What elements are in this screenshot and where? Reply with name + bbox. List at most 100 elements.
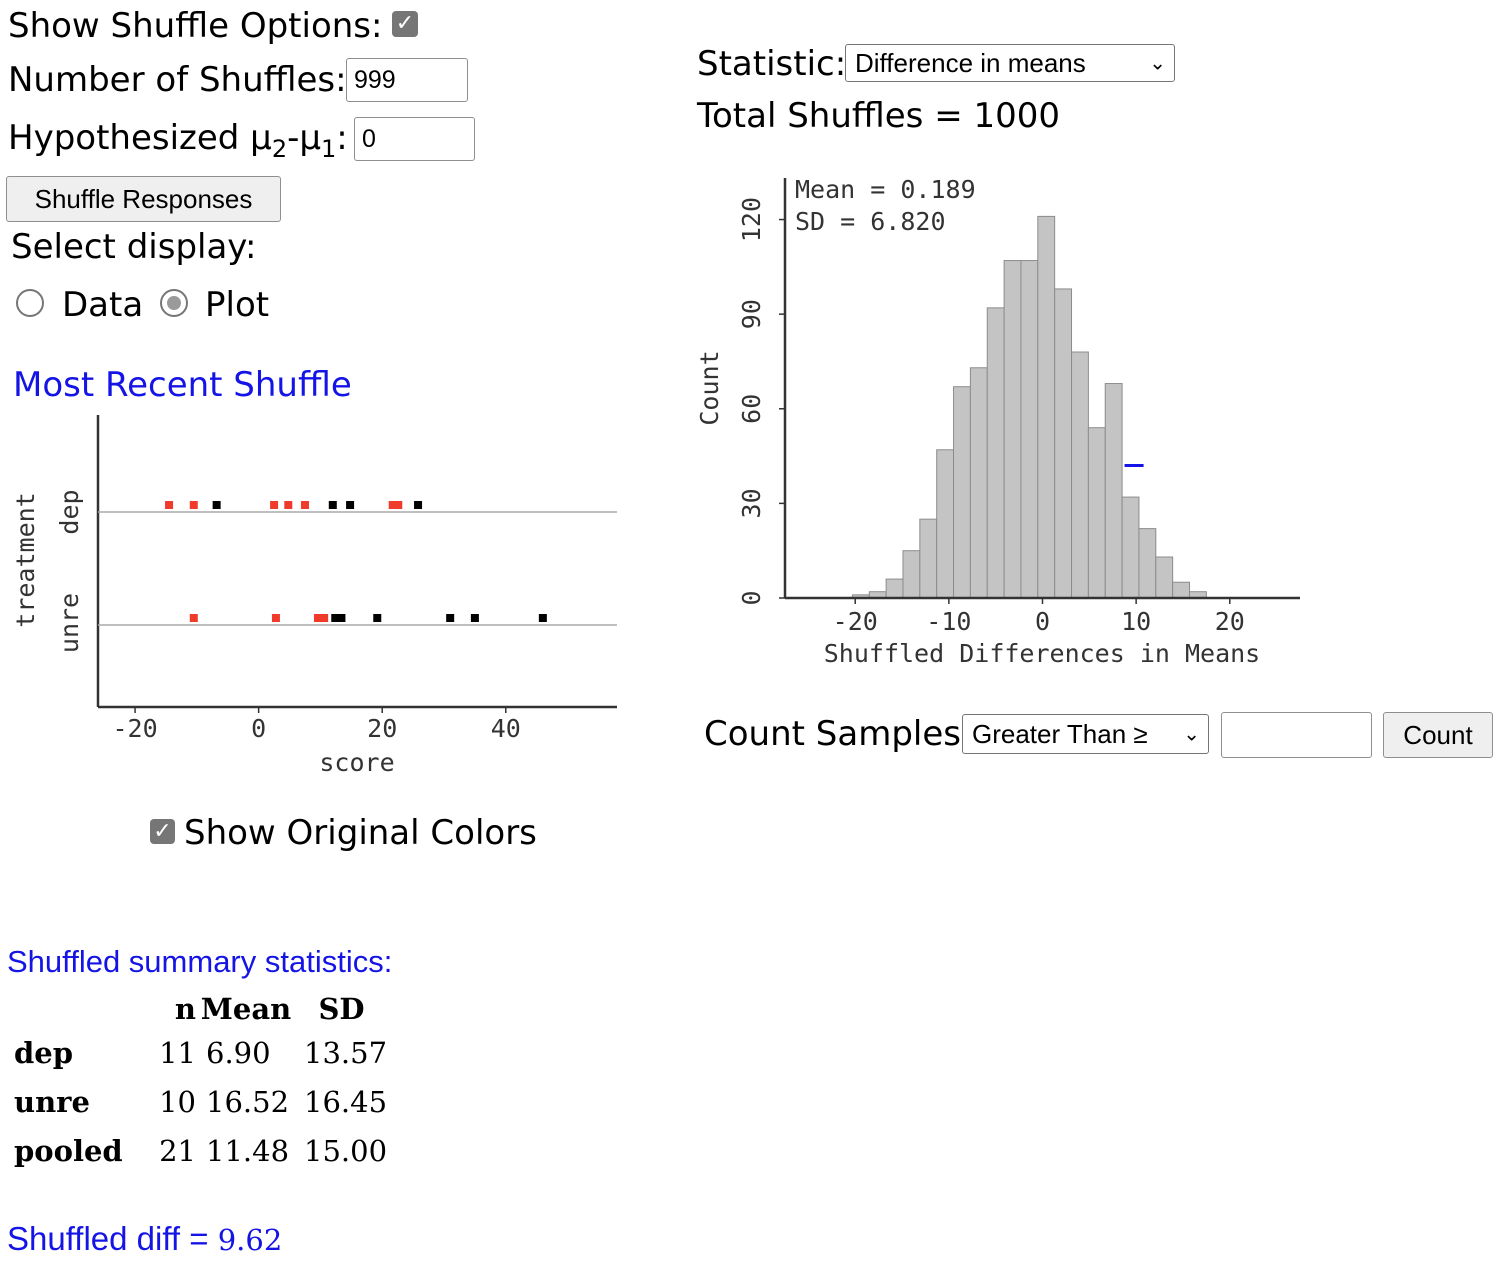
chevron-down-icon: ⌄ bbox=[1149, 52, 1166, 75]
histogram-bar bbox=[1020, 260, 1039, 599]
recent-shuffle-dotplot: -20 0 20 40 score treatment dep unre bbox=[11, 415, 617, 777]
histogram-y-axis-label: Count bbox=[695, 350, 724, 425]
dotplot-point bbox=[189, 614, 198, 622]
shuffled-diff: Shuffled diff = 9.62 bbox=[7, 1220, 282, 1258]
dotplot-point bbox=[394, 501, 403, 509]
histogram-x-tick-label: 0 bbox=[1035, 607, 1050, 636]
statistic-select[interactable]: Difference in means ⌄ bbox=[845, 44, 1175, 82]
dotplot-point bbox=[337, 614, 346, 622]
dotplot-point bbox=[346, 501, 355, 509]
histogram-bar bbox=[1003, 260, 1022, 599]
num-shuffles-label: Number of Shuffles: bbox=[8, 60, 347, 100]
dotplot-point bbox=[270, 501, 279, 509]
histogram-x-tick-label: -20 bbox=[833, 607, 878, 636]
radio-data-label: Data bbox=[62, 285, 144, 325]
row-group: unre bbox=[14, 1084, 90, 1119]
row-mean: 6.90 bbox=[206, 1035, 271, 1070]
histogram-y-ticks: 0 30 60 90 120 bbox=[737, 197, 785, 606]
histogram-bar bbox=[885, 578, 904, 599]
count-button[interactable]: Count bbox=[1383, 712, 1493, 758]
row-mean: 16.52 bbox=[206, 1084, 290, 1119]
statistic-select-value: Difference in means bbox=[855, 47, 1086, 78]
summary-header-n: n bbox=[174, 992, 196, 1026]
histogram-x-tick-label: 20 bbox=[1215, 607, 1245, 636]
histogram-bar bbox=[1172, 581, 1191, 599]
histogram-y-tick-label: 90 bbox=[737, 299, 766, 329]
dotplot-x-axis-label: score bbox=[319, 748, 394, 777]
histogram-mean-annotation: Mean = 0.189 bbox=[795, 175, 976, 204]
histogram-bar bbox=[1071, 351, 1089, 599]
dotplot-point bbox=[284, 501, 293, 509]
histogram-bar bbox=[902, 550, 921, 599]
dotplot-point bbox=[165, 501, 174, 509]
dotplot-point bbox=[388, 501, 397, 509]
count-mode-select[interactable]: Greater Than ≥ ⌄ bbox=[962, 714, 1209, 754]
radio-data[interactable] bbox=[16, 289, 44, 317]
radio-plot[interactable] bbox=[160, 289, 188, 317]
num-shuffles-input[interactable] bbox=[346, 58, 468, 102]
dotplot-point bbox=[446, 614, 455, 622]
shuffle-responses-button[interactable]: Shuffle Responses bbox=[6, 176, 281, 222]
row-n: 10 bbox=[159, 1084, 196, 1119]
dotplot-category-unre: unre bbox=[55, 593, 84, 653]
count-threshold-input[interactable] bbox=[1221, 712, 1372, 758]
show-shuffle-options-label: Show Shuffle Options: bbox=[8, 6, 383, 46]
dotplot-y-axis-label: treatment bbox=[11, 492, 40, 627]
histogram-bar bbox=[1121, 496, 1140, 599]
dotplot-x-ticks: -20 0 20 40 bbox=[112, 707, 521, 743]
hypothesized-input[interactable] bbox=[354, 117, 475, 161]
summary-table: n Mean SD dep 11 6.90 13.57 unre 10 16.5… bbox=[14, 990, 387, 1175]
dotplot-axes bbox=[96, 415, 617, 709]
dotplot-point bbox=[373, 614, 382, 622]
row-group: pooled bbox=[14, 1133, 123, 1168]
dotplot-point bbox=[414, 501, 423, 509]
shuffled-diff-value: 9.62 bbox=[217, 1223, 283, 1257]
dotplot-point bbox=[331, 614, 340, 622]
dotplot-x-tick-label: 20 bbox=[367, 714, 397, 743]
histogram-bar bbox=[1104, 383, 1123, 599]
table-row: dep 11 6.90 13.57 bbox=[14, 1028, 387, 1077]
radio-plot-label: Plot bbox=[205, 285, 270, 325]
dotplot-point bbox=[470, 614, 479, 622]
shuffled-diff-label: Shuffled diff = bbox=[7, 1220, 209, 1257]
histogram-bar bbox=[1054, 288, 1073, 599]
row-n: 21 bbox=[159, 1133, 196, 1168]
count-mode-value: Greater Than ≥ bbox=[972, 718, 1148, 749]
histogram-x-axis-label: Shuffled Differences in Means bbox=[824, 639, 1261, 668]
histogram-bar bbox=[969, 367, 988, 599]
dotplot-point bbox=[538, 614, 547, 622]
row-sd: 13.57 bbox=[304, 1035, 388, 1070]
histogram-bar bbox=[1138, 528, 1157, 599]
histogram-bar bbox=[936, 449, 955, 599]
histogram-bar bbox=[1155, 556, 1174, 599]
show-original-colors-label: Show Original Colors bbox=[184, 813, 537, 853]
table-row: pooled 21 11.48 15.00 bbox=[14, 1126, 387, 1175]
histogram-bar bbox=[1037, 215, 1056, 599]
dotplot-point bbox=[271, 614, 280, 622]
dotplot-x-tick-label: -20 bbox=[112, 714, 157, 743]
histogram-sd-annotation: SD = 6.820 bbox=[795, 207, 946, 236]
histogram-bar bbox=[986, 307, 1005, 599]
show-shuffle-options-checkbox[interactable]: ✓ bbox=[392, 11, 418, 37]
show-original-colors-checkbox[interactable]: ✓ bbox=[150, 819, 175, 844]
histogram-bar bbox=[1087, 427, 1106, 599]
summary-header-sd: SD bbox=[318, 992, 365, 1026]
histogram-x-tick-label: -10 bbox=[926, 607, 971, 636]
shuffle-distribution-histogram: -20 -10 0 10 20 0 30 60 90 120 Mean = 0.189 SD =… bbox=[695, 175, 1300, 668]
dotplot-points bbox=[165, 501, 547, 622]
chevron-down-icon: ⌄ bbox=[1183, 723, 1200, 746]
histogram-y-tick-label: 0 bbox=[737, 590, 766, 605]
dotplot-point bbox=[313, 614, 322, 622]
row-group: dep bbox=[14, 1035, 74, 1070]
select-display-label: Select display: bbox=[11, 227, 257, 267]
total-shuffles: Total Shuffles = 1000 bbox=[697, 96, 1061, 136]
hypothesized-label: Hypothesized μ2-μ1: bbox=[8, 118, 348, 163]
dotplot-point bbox=[300, 501, 309, 509]
dotplot-point bbox=[189, 501, 198, 509]
histogram-y-tick-label: 60 bbox=[737, 394, 766, 424]
histogram-x-tick-label: 10 bbox=[1121, 607, 1151, 636]
histogram-y-tick-label: 30 bbox=[737, 488, 766, 518]
histogram-bar bbox=[953, 386, 971, 599]
dotplot-x-tick-label: 0 bbox=[251, 714, 266, 743]
histogram-bar bbox=[919, 518, 938, 599]
